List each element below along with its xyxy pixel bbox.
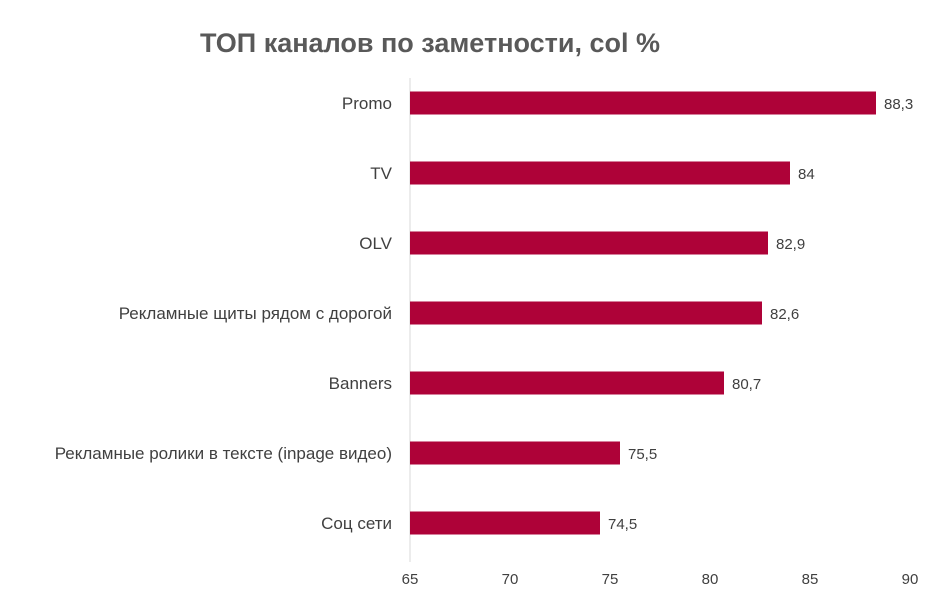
x-tick-label: 80 bbox=[702, 571, 719, 588]
x-tick-label: 85 bbox=[802, 571, 819, 588]
bar bbox=[410, 441, 620, 465]
category-label: Banners bbox=[329, 374, 392, 393]
data-label: 82,9 bbox=[776, 236, 805, 253]
chart-title: ТОП каналов по заметности, col % bbox=[199, 28, 660, 58]
data-label: 74,5 bbox=[608, 516, 637, 533]
data-label: 82,6 bbox=[770, 306, 799, 323]
category-label: OLV bbox=[359, 234, 392, 253]
category-label: Рекламные ролики в тексте (inpage видео) bbox=[55, 444, 392, 463]
bar bbox=[410, 301, 762, 325]
data-label: 84 bbox=[798, 166, 815, 183]
bar bbox=[410, 91, 876, 115]
bar bbox=[410, 161, 790, 185]
data-label: 88,3 bbox=[884, 96, 913, 113]
category-label: Promo bbox=[342, 94, 392, 113]
bar bbox=[410, 511, 600, 535]
data-label: 75,5 bbox=[628, 446, 657, 463]
category-label: Соц сети bbox=[321, 514, 392, 533]
x-tick-label: 75 bbox=[602, 571, 619, 588]
category-label: TV bbox=[370, 164, 392, 183]
x-tick-label: 70 bbox=[502, 571, 519, 588]
x-tick-label: 65 bbox=[402, 571, 419, 588]
x-tick-label: 90 bbox=[902, 571, 919, 588]
bar bbox=[410, 371, 724, 395]
bar bbox=[410, 231, 768, 255]
category-label: Рекламные щиты рядом с дорогой bbox=[119, 304, 392, 323]
data-label: 80,7 bbox=[732, 376, 761, 393]
